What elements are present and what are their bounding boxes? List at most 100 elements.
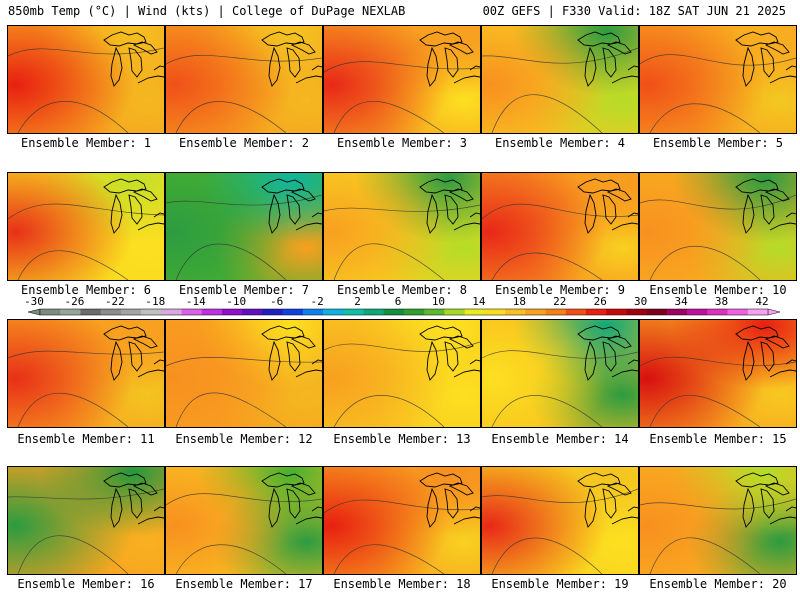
ensemble-member-label: Ensemble Member: 11 bbox=[17, 432, 155, 446]
ensemble-member-panel bbox=[481, 172, 639, 281]
ensemble-member-label: Ensemble Member: 3 bbox=[336, 136, 468, 150]
temperature-colorbar: -30 -26 -22 -18 -14 -10 -6 -2 2 6 10 14 18 22 26 30 34 38… bbox=[24, 295, 781, 316]
temperature-map bbox=[324, 26, 480, 133]
colorbar-segment bbox=[505, 309, 526, 315]
ensemble-member-panel bbox=[323, 172, 481, 281]
ensemble-member-panel bbox=[639, 466, 797, 575]
colorbar-tick-label: 6 bbox=[395, 295, 402, 308]
temperature-map bbox=[8, 26, 164, 133]
colorbar-segment bbox=[302, 309, 324, 315]
colorbar-segment bbox=[262, 309, 283, 315]
colorbar-segment bbox=[606, 309, 627, 315]
ensemble-member-label: Ensemble Member: 13 bbox=[333, 432, 471, 446]
colorbar-segment bbox=[40, 309, 61, 315]
colorbar-tick-label: 18 bbox=[513, 295, 526, 308]
colorbar-tick-label: 14 bbox=[472, 295, 486, 308]
colorbar-segment bbox=[60, 309, 81, 315]
colorbar-segment bbox=[100, 309, 122, 315]
temperature-map bbox=[324, 173, 480, 280]
temperature-map bbox=[640, 26, 796, 133]
ensemble-member-panel bbox=[165, 319, 323, 428]
ensemble-member-panel bbox=[165, 172, 323, 281]
ensemble-member-label: Ensemble Member: 9 bbox=[494, 283, 626, 297]
temperature-map bbox=[166, 467, 322, 574]
colorbar-tick-label: -2 bbox=[310, 295, 323, 308]
colorbar-segment bbox=[484, 309, 506, 315]
colorbar-tick-label: -6 bbox=[270, 295, 283, 308]
ensemble-member-panel bbox=[323, 319, 481, 428]
colorbar-outline bbox=[39, 308, 769, 316]
temperature-map bbox=[482, 320, 638, 427]
ensemble-member-panel bbox=[639, 172, 797, 281]
ensemble-member-label: Ensemble Member: 16 bbox=[17, 577, 155, 591]
ensemble-member-label: Ensemble Member: 19 bbox=[491, 577, 629, 591]
colorbar-tick-label: 2 bbox=[354, 295, 361, 308]
ensemble-member-panel bbox=[323, 25, 481, 134]
colorbar-segment bbox=[586, 309, 607, 315]
colorbar-segment bbox=[464, 309, 486, 315]
colorbar-segment bbox=[525, 309, 546, 315]
temperature-map bbox=[8, 320, 164, 427]
ensemble-member-panel bbox=[323, 466, 481, 575]
temperature-map bbox=[166, 320, 322, 427]
ensemble-member-panel bbox=[7, 319, 165, 428]
colorbar-segment bbox=[120, 309, 142, 315]
colorbar-tick-label: -22 bbox=[105, 295, 125, 308]
colorbar-segment bbox=[383, 309, 405, 315]
colorbar-segment bbox=[323, 309, 344, 315]
temperature-map bbox=[166, 173, 322, 280]
colorbar-right-arrow bbox=[767, 308, 781, 316]
colorbar-tick-label: -26 bbox=[65, 295, 85, 308]
map-title-right: 00Z GEFS | F330 Valid: 18Z SAT JUN 21 20… bbox=[482, 4, 786, 18]
colorbar-tick-label: 26 bbox=[594, 295, 607, 308]
colorbar-tick-label: 22 bbox=[553, 295, 566, 308]
colorbar-tick-label: 30 bbox=[634, 295, 647, 308]
colorbar-segment bbox=[343, 309, 364, 315]
ensemble-member-panel bbox=[639, 25, 797, 134]
temperature-map bbox=[8, 173, 164, 280]
colorbar-tick-label: 42 bbox=[755, 295, 768, 308]
temperature-map bbox=[482, 173, 638, 280]
colorbar-tick-label: 34 bbox=[674, 295, 688, 308]
colorbar-segment bbox=[424, 309, 445, 315]
colorbar-segment bbox=[181, 309, 203, 315]
ensemble-member-label: Ensemble Member: 12 bbox=[175, 432, 313, 446]
ensemble-member-panel bbox=[7, 466, 165, 575]
ensemble-member-label: Ensemble Member: 7 bbox=[178, 283, 310, 297]
colorbar-segment bbox=[444, 309, 465, 315]
temperature-map bbox=[640, 320, 796, 427]
colorbar-segment bbox=[646, 309, 668, 315]
ensemble-member-label: Ensemble Member: 2 bbox=[178, 136, 310, 150]
temperature-map bbox=[640, 467, 796, 574]
colorbar-segment bbox=[201, 309, 223, 315]
temperature-map bbox=[8, 467, 164, 574]
ensemble-member-panel bbox=[639, 319, 797, 428]
ensemble-member-panel bbox=[481, 25, 639, 134]
ensemble-member-label: Ensemble Member: 15 bbox=[649, 432, 787, 446]
colorbar-segment bbox=[565, 309, 587, 315]
colorbar-segment bbox=[747, 309, 769, 315]
colorbar-segment bbox=[545, 309, 567, 315]
map-title-left: 850mb Temp (°C) | Wind (kts) | College o… bbox=[8, 4, 406, 18]
colorbar-segment bbox=[161, 309, 182, 315]
ensemble-member-panel bbox=[165, 25, 323, 134]
colorbar-segment bbox=[80, 309, 101, 315]
colorbar-segment bbox=[242, 309, 263, 315]
ensemble-member-label: Ensemble Member: 4 bbox=[494, 136, 626, 150]
ensemble-member-label: Ensemble Member: 18 bbox=[333, 577, 471, 591]
colorbar-tick-label: 10 bbox=[432, 295, 445, 308]
ensemble-member-label: Ensemble Member: 20 bbox=[649, 577, 787, 591]
colorbar-segment bbox=[707, 309, 728, 315]
colorbar-segment bbox=[626, 309, 647, 315]
ensemble-member-label: Ensemble Member: 8 bbox=[336, 283, 468, 297]
ensemble-member-label: Ensemble Member: 6 bbox=[20, 283, 152, 297]
ensemble-member-label: Ensemble Member: 17 bbox=[175, 577, 313, 591]
colorbar-tick-label: -14 bbox=[186, 295, 206, 308]
ensemble-member-label: Ensemble Member: 14 bbox=[491, 432, 629, 446]
temperature-map bbox=[482, 467, 638, 574]
colorbar-segment bbox=[687, 309, 708, 315]
colorbar-tick-label: -10 bbox=[226, 295, 246, 308]
ensemble-member-label: Ensemble Member: 1 bbox=[20, 136, 152, 150]
colorbar-tick-label: 38 bbox=[715, 295, 728, 308]
ensemble-member-panel bbox=[481, 319, 639, 428]
